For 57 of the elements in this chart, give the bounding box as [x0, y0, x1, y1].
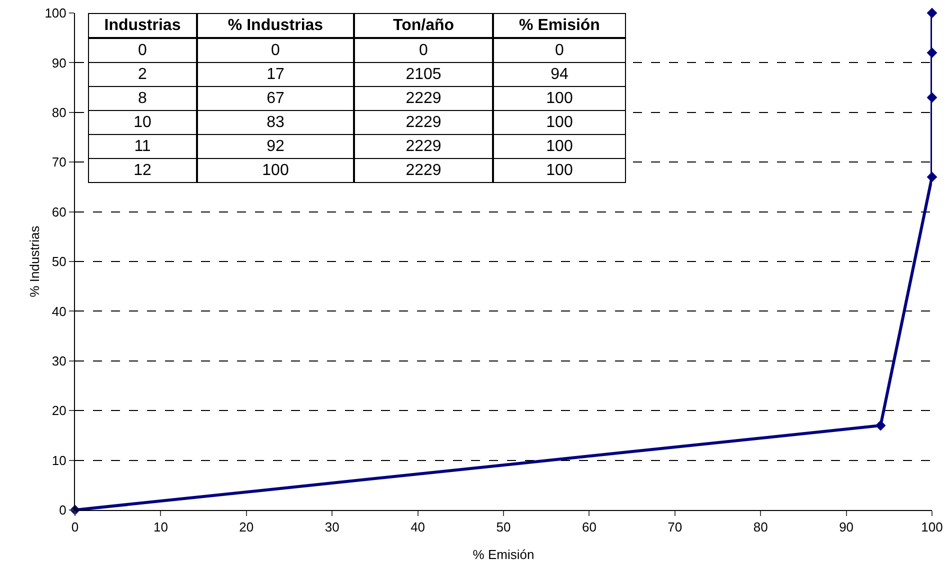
y-tick-label: 90	[52, 55, 66, 70]
annotation: 0	[493, 38, 626, 62]
point	[875, 420, 886, 431]
annotation: 8	[88, 86, 197, 110]
y-tick-label: 10	[52, 452, 66, 468]
x-tick-label: 40	[410, 520, 426, 535]
annotation: 2229	[354, 134, 493, 158]
annotation: 2	[88, 62, 197, 86]
annotation: 11	[88, 134, 197, 158]
y-tick-label: 0	[59, 502, 66, 518]
y-tick-label: 20	[52, 403, 66, 418]
annotation: 2229	[354, 86, 493, 110]
annotation: 100	[197, 158, 354, 182]
y-tick-label: 60	[52, 204, 66, 220]
category-label: % Emisión	[493, 14, 626, 38]
annotation: 2229	[354, 158, 493, 182]
annotation: 10	[88, 110, 197, 134]
annotation: 100	[493, 110, 626, 134]
annotation: 17	[197, 62, 354, 86]
annotation: 83	[197, 110, 354, 134]
annotation: 0	[354, 38, 493, 62]
annotation: 100	[493, 134, 626, 158]
y-tick-label: 70	[52, 154, 66, 170]
point	[926, 92, 938, 103]
annotation: 100	[493, 86, 626, 110]
point	[926, 48, 938, 58]
annotation: 0	[88, 38, 197, 62]
y-tick-label: 40	[52, 304, 66, 319]
y-tick-label: 30	[52, 353, 66, 368]
y-tick-label: 50	[52, 254, 66, 270]
y-axis-title: % Industrias	[27, 225, 42, 298]
x-tick-label: 50	[496, 520, 511, 535]
annotation: 92	[197, 134, 354, 158]
point	[926, 172, 938, 182]
x-tick-label: 70	[668, 520, 682, 535]
x-axis-title: % Emisión	[472, 547, 534, 562]
x-tick-label: 30	[324, 520, 340, 535]
annotation: 2105	[354, 62, 493, 86]
annotation: 100	[493, 158, 626, 182]
category-label: % Industrias	[197, 14, 354, 38]
annotation: 2229	[354, 110, 493, 134]
category-label: Ton/año	[354, 14, 493, 38]
y-tick-label: 100	[44, 6, 66, 21]
category-label: Industrias	[88, 14, 197, 38]
annotation: 0	[197, 38, 354, 62]
annotation: 12	[88, 158, 197, 182]
annotation: 67	[197, 86, 354, 110]
x-tick-label: 100	[921, 520, 943, 535]
y-tick-label: 80	[52, 104, 66, 120]
x-tick-label: 90	[839, 520, 854, 535]
point	[926, 8, 938, 18]
x-tick-label: 10	[153, 520, 168, 535]
x-tick-label: 20	[239, 520, 254, 535]
annotation: 94	[493, 62, 626, 86]
x-tick-label: 80	[753, 520, 768, 535]
x-tick-label: 0	[71, 520, 79, 535]
x-tick-label: 60	[582, 520, 596, 535]
